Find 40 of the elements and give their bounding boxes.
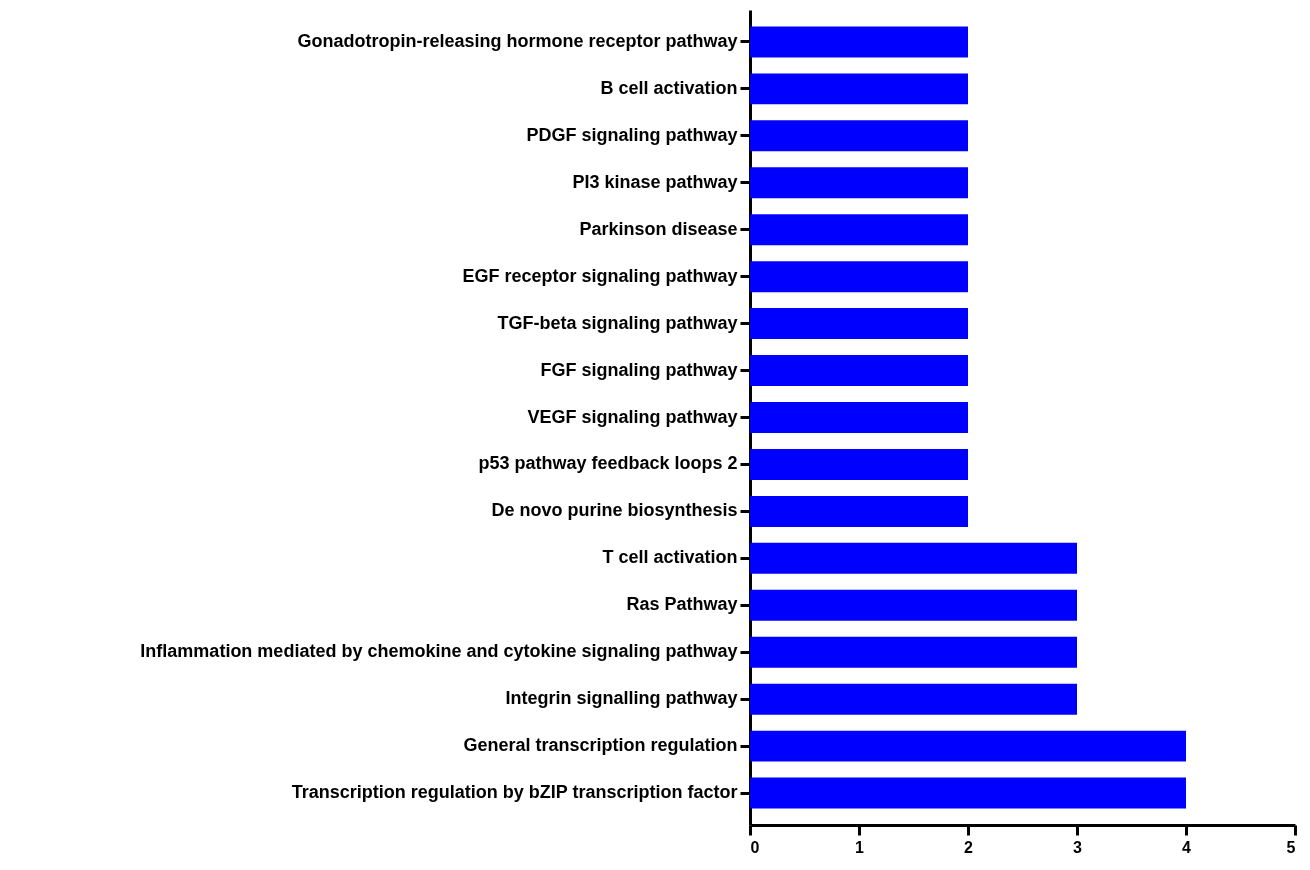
bar [750, 167, 968, 199]
y-tick-label: PDGF signaling pathway [526, 124, 738, 145]
bar [750, 355, 968, 387]
bar [750, 730, 1186, 762]
bar [750, 261, 968, 293]
bar [750, 495, 968, 527]
bar [750, 777, 1186, 809]
y-tick-label: p53 pathway feedback loops 2 [478, 453, 738, 474]
bar [750, 120, 968, 152]
x-tick-label: 2 [964, 838, 974, 856]
bar [750, 636, 1077, 668]
bar [750, 448, 968, 480]
y-tick-label: PI3 kinase pathway [572, 171, 738, 192]
y-tick-label: B cell activation [600, 77, 738, 98]
bar [750, 683, 1077, 715]
y-tick-label: EGF receptor signaling pathway [462, 265, 738, 286]
y-tick-label: T cell activation [602, 547, 738, 568]
x-tick-label: 5 [1286, 838, 1296, 856]
y-tick-label: FGF signaling pathway [540, 359, 738, 380]
bar [750, 402, 968, 433]
bar [750, 214, 968, 246]
bar [750, 542, 1077, 574]
y-tick-label: Transcription regulation by bZIP transcription factor [291, 782, 738, 803]
y-tick-label: Ras Pathway [626, 594, 738, 615]
y-tick-label: De novo purine biosynthesis [491, 500, 738, 521]
bar [750, 308, 968, 340]
x-tick-label: 4 [1182, 838, 1192, 856]
x-tick-label: 1 [855, 838, 865, 856]
y-tick-label: Parkinson disease [579, 218, 738, 239]
bar [750, 73, 968, 105]
x-tick-label: 3 [1073, 838, 1083, 856]
y-tick-label: TGF-beta signaling pathway [497, 312, 738, 333]
y-tick-label: Gonadotropin-releasing hormone receptor pathway [297, 30, 738, 51]
x-tick-label: 0 [750, 838, 760, 856]
bar [750, 26, 968, 58]
y-tick-label: Integrin signalling pathway [505, 688, 738, 709]
y-tick-label: Inflammation mediated by chemokine and cytokine signaling pathway [140, 641, 738, 662]
y-tick-label: General transcription regulation [463, 735, 738, 756]
bar [750, 589, 1077, 621]
y-tick-label: VEGF signaling pathway [527, 406, 738, 427]
